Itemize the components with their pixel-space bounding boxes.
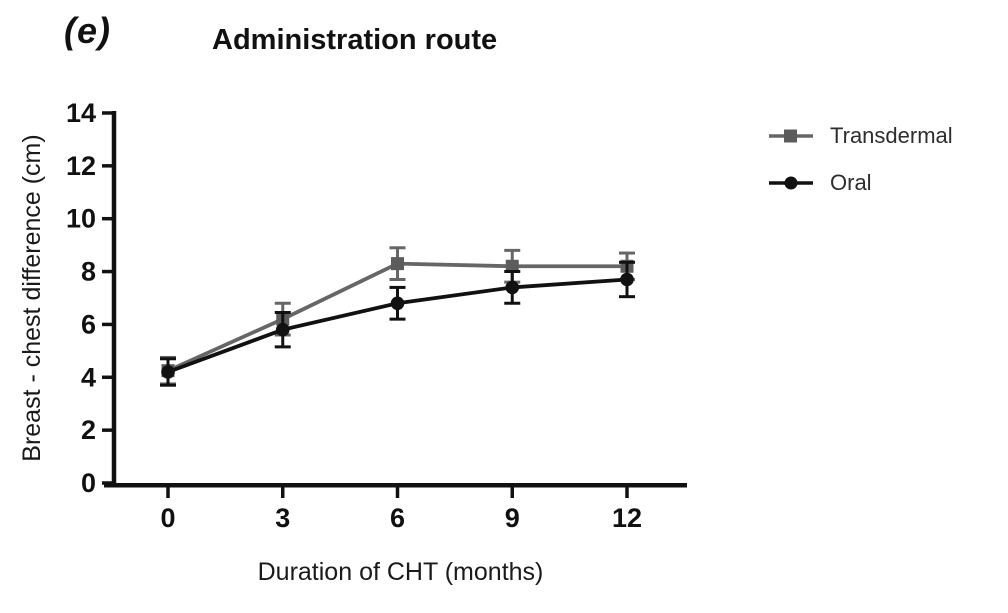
svg-text:12: 12 bbox=[612, 503, 642, 533]
y-axis-title: Breast - chest difference (cm) bbox=[18, 134, 46, 461]
svg-text:10: 10 bbox=[66, 204, 96, 234]
svg-text:8: 8 bbox=[81, 257, 96, 287]
svg-text:9: 9 bbox=[505, 503, 520, 533]
legend-item-transdermal: Transdermal bbox=[769, 112, 953, 159]
chart-title: Administration route bbox=[212, 24, 498, 56]
legend: Transdermal Oral bbox=[769, 112, 953, 206]
x-axis: 0 3 6 9 12 bbox=[160, 487, 642, 533]
svg-text:6: 6 bbox=[81, 309, 96, 339]
svg-text:0: 0 bbox=[81, 468, 96, 498]
data-point-circle bbox=[505, 280, 520, 295]
svg-text:Breast - chest difference (cm): Breast - chest difference (cm) bbox=[18, 134, 46, 461]
data-point-circle bbox=[620, 272, 634, 287]
series-oral bbox=[160, 260, 635, 387]
y-axis: 0 2 4 6 8 10 12 14 bbox=[66, 98, 112, 498]
legend-label-transdermal: Transdermal bbox=[830, 122, 953, 148]
axes bbox=[104, 110, 687, 488]
svg-text:6: 6 bbox=[390, 503, 405, 533]
x-axis-title: Duration of CHT (months) bbox=[258, 558, 544, 586]
svg-text:Duration of CHT (months): Duration of CHT (months) bbox=[258, 558, 544, 586]
svg-text:3: 3 bbox=[275, 503, 290, 533]
svg-text:2: 2 bbox=[81, 415, 96, 445]
legend-label-oral: Oral bbox=[830, 169, 872, 195]
svg-text:12: 12 bbox=[66, 151, 96, 181]
data-point-circle bbox=[390, 296, 405, 311]
svg-text:14: 14 bbox=[66, 98, 96, 128]
oral-circle-marker-icon bbox=[769, 176, 813, 189]
svg-text:4: 4 bbox=[81, 362, 96, 392]
data-point-circle bbox=[275, 322, 290, 337]
legend-item-oral: Oral bbox=[769, 159, 953, 206]
data-point-circle bbox=[161, 365, 175, 379]
data-point-square bbox=[505, 259, 519, 273]
data-point-square bbox=[391, 257, 404, 271]
transdermal-square-marker-icon bbox=[769, 129, 813, 142]
panel-label: (e) bbox=[64, 10, 111, 51]
svg-text:0: 0 bbox=[160, 503, 175, 533]
